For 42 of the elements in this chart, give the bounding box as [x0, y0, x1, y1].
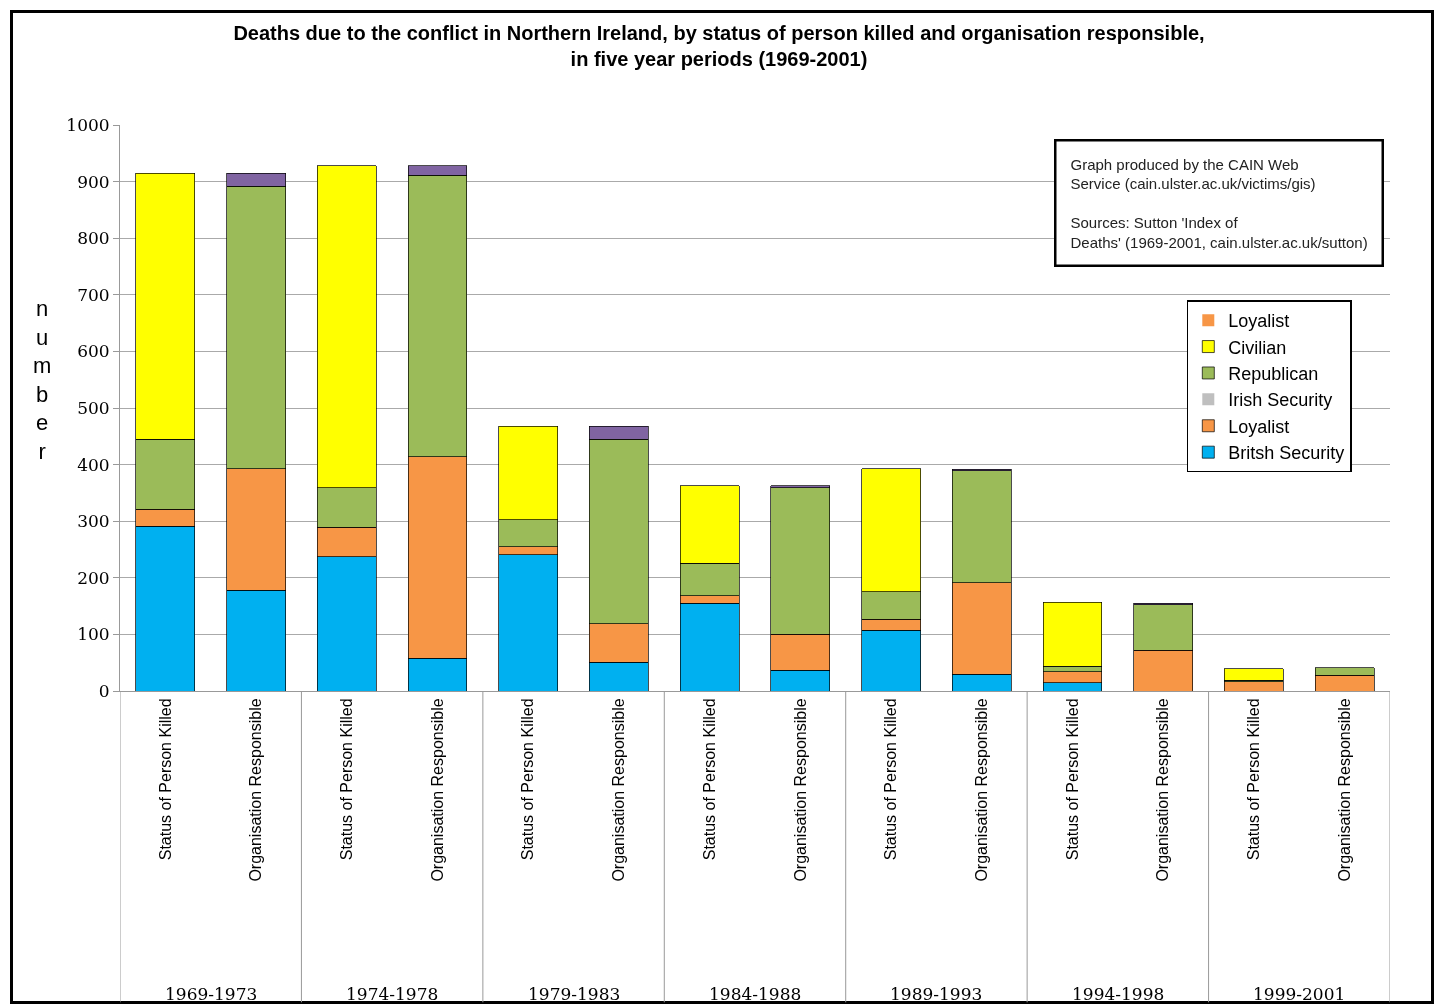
- x-tick-label: Status of Person Killed: [700, 698, 718, 861]
- x-tick-label: Organisation Responsible: [610, 698, 628, 882]
- y-axis-title: number: [33, 296, 52, 464]
- y-tick-label: 100: [77, 624, 110, 645]
- x-tick-label: Status of Person Killed: [882, 698, 900, 861]
- x-tick-label: Organisation Responsible: [1335, 698, 1353, 882]
- annotation: Graph produced by the CAIN Web Service (cain.ulster.ac.uk/victims/gis): [1070, 155, 1316, 192]
- x-tick-label: Status of Person Killed: [1063, 698, 1081, 861]
- text: 1994-1998: [1072, 984, 1165, 1004]
- x-tick-label: Organisation Responsible: [1154, 698, 1172, 882]
- x-tick-label: Organisation Responsible: [791, 698, 809, 882]
- text: 1989-1993: [890, 984, 983, 1004]
- y-tick-label: 800: [77, 228, 110, 249]
- text: 1969-1973: [165, 984, 258, 1004]
- y-tick-label: 400: [77, 454, 110, 475]
- text: 1979-1983: [528, 984, 621, 1004]
- y-tick-label: 900: [77, 171, 110, 192]
- legend-label: Britsh Security: [1228, 443, 1345, 464]
- legend-label: Loyalist: [1228, 311, 1290, 332]
- annotation: Sources: Sutton 'Index of Deaths' (1969-2001, cain.ulster.ac.uk/sutton): [1070, 214, 1368, 251]
- y-tick-label: 0: [98, 680, 110, 701]
- x-tick-label: Organisation Responsible: [428, 698, 446, 882]
- legend-label: Irish Security: [1228, 390, 1333, 411]
- x-tick-label: Status of Person Killed: [156, 698, 174, 861]
- text: 1999-2001: [1253, 984, 1346, 1004]
- text: 1974-1978: [346, 984, 439, 1004]
- legend-label: Loyalist: [1228, 416, 1290, 437]
- x-tick-label: Status of Person Killed: [1245, 698, 1263, 861]
- x-tick-label: Status of Person Killed: [337, 698, 355, 861]
- y-tick-label: 700: [77, 284, 110, 305]
- y-tick-label: 300: [77, 511, 110, 532]
- y-tick-label: 600: [77, 341, 110, 362]
- text: 1984-1988: [709, 984, 802, 1004]
- legend-label: Civilian: [1228, 337, 1287, 358]
- x-tick-label: Organisation Responsible: [972, 698, 990, 882]
- chart-title: Deaths due to the conflict in Northern Ireland, by status of person killed and organisation responsible, in five year periods (1969-2001): [233, 22, 1205, 71]
- x-tick-label: Organisation Responsible: [247, 698, 265, 882]
- x-tick-label: Status of Person Killed: [519, 698, 537, 861]
- y-tick-label: 200: [77, 567, 110, 588]
- y-tick-label: 1000: [66, 114, 110, 135]
- legend-label: Republican: [1228, 363, 1319, 384]
- y-tick-label: 500: [77, 397, 110, 418]
